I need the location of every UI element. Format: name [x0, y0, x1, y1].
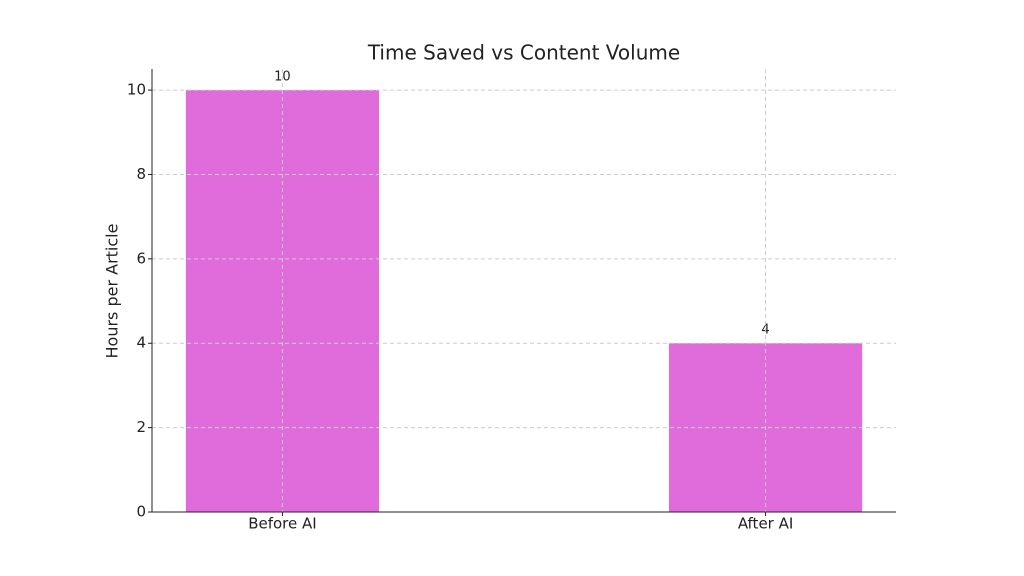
- y-tick-label: 10: [127, 81, 146, 99]
- x-tick-label: Before AI: [248, 515, 317, 533]
- y-tick-label: 2: [136, 418, 146, 436]
- y-tick-label: 8: [136, 165, 146, 183]
- chart-title: Time Saved vs Content Volume: [367, 41, 680, 65]
- x-tick-label: After AI: [738, 515, 793, 533]
- y-tick-label: 0: [136, 503, 146, 521]
- y-tick-label: 6: [136, 249, 146, 267]
- y-tick-label: 4: [136, 334, 146, 352]
- y-axis-label: Hours per Article: [103, 224, 122, 359]
